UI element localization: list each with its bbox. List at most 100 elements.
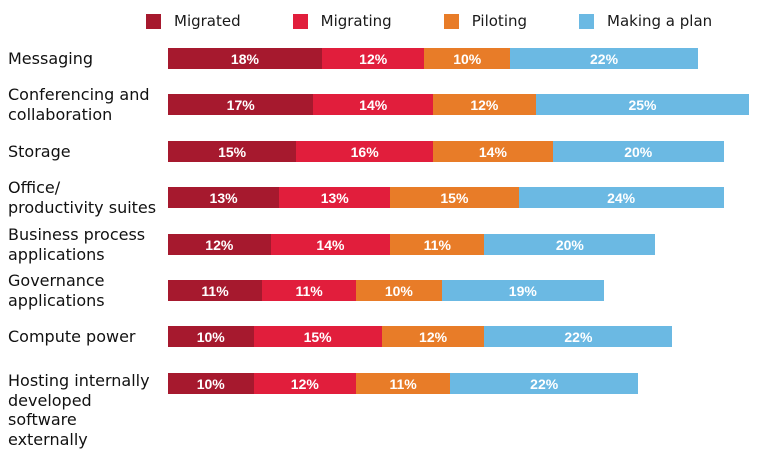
segment-value-label: 14% [316, 236, 345, 253]
segment-value-label: 24% [607, 189, 636, 206]
legend-item-migrating: Migrating [292, 12, 392, 30]
chart-row-messaging: Messaging 18% 12% 10% 22% [0, 48, 699, 69]
segment-value-label: 10% [384, 282, 413, 299]
category-label: Governance applications [8, 270, 105, 310]
segment-value-label: 18% [230, 50, 259, 67]
segment-value-label: 11% [423, 236, 451, 253]
bar-segment-migrated: 12% [168, 234, 271, 255]
segment-value-label: 15% [440, 189, 469, 206]
bar-segment-piloting: 10% [356, 280, 442, 301]
bar-segment-piloting: 12% [433, 94, 536, 115]
legend-swatch-migrating [292, 13, 308, 29]
segment-value-label: 13% [209, 189, 238, 206]
bar-segment-migrated: 13% [168, 187, 280, 208]
stacked-bar: 12% 14% 11% 20% [168, 234, 656, 255]
segment-value-label: 10% [196, 375, 225, 392]
segment-value-label: 14% [478, 143, 507, 160]
category-label: Conferencing and collaboration [8, 84, 150, 124]
segment-value-label: 12% [470, 96, 499, 113]
bar-segment-migrating: 13% [279, 187, 391, 208]
bar-segment-migrating: 15% [253, 326, 382, 347]
category-label: Business process applications [8, 224, 146, 264]
segment-value-label: 10% [196, 328, 225, 345]
category-label: Storage [8, 141, 71, 161]
segment-value-label: 19% [508, 282, 537, 299]
legend-item-making-a-plan: Making a plan [579, 12, 712, 30]
category-label: Office/ productivity suites [8, 177, 157, 217]
bar-segment-migrated: 18% [168, 48, 322, 69]
chart-legend: Migrated Migrating Piloting Making a plan [146, 12, 712, 30]
legend-label: Migrated [174, 12, 241, 30]
bar-segment-making-a-plan: 22% [509, 48, 699, 69]
segment-value-label: 25% [628, 96, 657, 113]
chart-row-conferencing-and: Conferencing and collaboration 17% 14% 12% 2… [0, 85, 750, 124]
legend-label: Making a plan [607, 12, 713, 30]
stacked-bar: 10% 15% 12% 22% [168, 326, 673, 347]
segment-value-label: 11% [389, 375, 417, 392]
bar-segment-making-a-plan: 24% [518, 187, 724, 208]
stacked-bar: 18% 12% 10% 22% [168, 48, 699, 69]
segment-value-label: 12% [359, 50, 388, 67]
bar-segment-piloting: 15% [390, 187, 519, 208]
segment-value-label: 22% [564, 328, 593, 345]
segment-value-label: 12% [290, 375, 319, 392]
chart-row-governance: Governance applications 11% 11% 10% 19% [0, 271, 605, 310]
bar-segment-piloting: 11% [390, 234, 485, 255]
bar-segment-making-a-plan: 22% [450, 373, 639, 394]
segment-value-label: 22% [590, 50, 619, 67]
stacked-bar: 11% 11% 10% 19% [168, 280, 605, 301]
bar-segment-migrating: 12% [321, 48, 425, 69]
segment-value-label: 20% [624, 143, 653, 160]
segment-value-label: 17% [226, 96, 255, 113]
stacked-bar: 17% 14% 12% 25% [168, 94, 750, 115]
segment-value-label: 13% [320, 189, 349, 206]
bar-segment-migrating: 14% [270, 234, 391, 255]
chart-row-compute-power: Compute power 10% 15% 12% 22% [0, 326, 673, 347]
bar-segment-making-a-plan: 25% [535, 94, 750, 115]
chart-row-business-process: Business process applications 12% 14% 11% 20… [0, 225, 656, 264]
bar-segment-migrated: 10% [168, 326, 254, 347]
chart-row-office: Office/ productivity suites 13% 13% 15% 24% [0, 178, 724, 217]
bar-segment-making-a-plan: 20% [484, 234, 656, 255]
legend-swatch-migrated [146, 13, 161, 29]
segment-value-label: 12% [419, 328, 448, 345]
stacked-bar: 13% 13% 15% 24% [168, 187, 724, 208]
bar-segment-migrated: 10% [168, 373, 254, 394]
segment-value-label: 12% [205, 236, 234, 253]
bar-segment-migrated: 17% [168, 94, 314, 115]
segment-value-label: 11% [295, 282, 323, 299]
bar-segment-making-a-plan: 19% [441, 280, 605, 301]
legend-label: Migrating [320, 12, 392, 30]
segment-value-label: 16% [350, 143, 379, 160]
stacked-bar-chart: Messaging 18% 12% 10% 22% Conferencing and co… [0, 48, 750, 449]
chart-row-storage: Storage 15% 16% 14% 20% [0, 141, 724, 162]
bar-segment-migrated: 11% [168, 280, 263, 301]
category-label: Messaging [8, 48, 94, 68]
bar-segment-migrating: 14% [313, 94, 434, 115]
segment-value-label: 15% [218, 143, 247, 160]
bar-segment-piloting: 12% [381, 326, 485, 347]
segment-value-label: 11% [201, 282, 229, 299]
bar-segment-migrating: 16% [296, 141, 434, 162]
category-label: Compute power [8, 326, 136, 346]
bar-segment-piloting: 11% [356, 373, 451, 394]
bar-segment-migrated: 15% [168, 141, 297, 162]
bar-segment-making-a-plan: 20% [552, 141, 724, 162]
segment-value-label: 20% [555, 236, 584, 253]
segment-value-label: 22% [530, 375, 559, 392]
legend-swatch-making-a-plan [579, 13, 595, 29]
bar-segment-piloting: 14% [433, 141, 553, 162]
legend-item-piloting: Piloting [443, 12, 528, 30]
segment-value-label: 15% [303, 328, 332, 345]
bar-segment-piloting: 10% [424, 48, 510, 69]
category-label: Hosting internally developed software ex… [8, 371, 150, 449]
bar-segment-making-a-plan: 22% [484, 326, 673, 347]
bar-segment-migrating: 12% [253, 373, 357, 394]
bar-segment-migrating: 11% [262, 280, 357, 301]
legend-swatch-piloting [443, 13, 459, 29]
segment-value-label: 10% [453, 50, 482, 67]
legend-label: Piloting [471, 12, 528, 30]
legend-item-migrated: Migrated [146, 12, 241, 30]
stacked-bar: 10% 12% 11% 22% [168, 373, 639, 394]
chart-row-hosting-internally: Hosting internally developed software ex… [0, 371, 639, 449]
